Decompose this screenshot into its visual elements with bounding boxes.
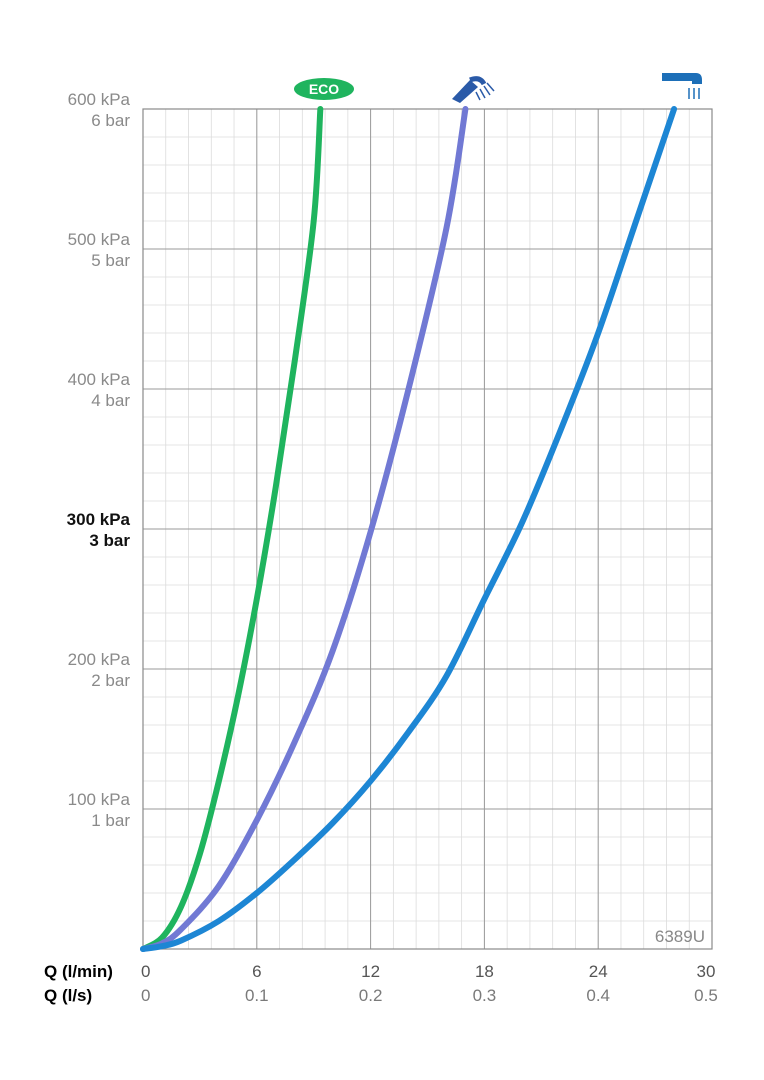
y-tick-label-kpa: 600 kPa [68, 90, 131, 109]
x-tick-label-ls: 0 [141, 986, 150, 1005]
x-tick-label-lmin: 24 [589, 962, 608, 981]
y-tick-label-kpa: 400 kPa [68, 370, 131, 389]
y-tick-label-bar: 5 bar [91, 251, 130, 270]
model-code: 6389U [655, 927, 705, 946]
y-tick-label-kpa: 500 kPa [68, 230, 131, 249]
y-tick-label-bar: 3 bar [89, 531, 130, 550]
x-tick-label-ls: 0.1 [245, 986, 269, 1005]
x-axis-label-secondary: Q (l/s) [44, 986, 92, 1005]
series-line-hand-shower [140, 106, 469, 952]
y-tick-labels: 100 kPa 1 bar 200 kPa 2 bar 300 kPa 3 bar 400 … [67, 90, 131, 830]
x-tick-labels: 0 0 6 0.1 12 0.2 18 0.3 24 0.4 30 0.5 [141, 962, 718, 1005]
y-tick-label-kpa: 300 kPa [67, 510, 131, 529]
axes [142, 108, 713, 950]
series-line-eco [140, 106, 324, 952]
y-tick-label-bar: 1 bar [91, 811, 130, 830]
x-axis-label-primary: Q (l/min) [44, 962, 113, 981]
x-tick-label-lmin: 30 [697, 962, 716, 981]
y-tick-label-kpa: 200 kPa [68, 650, 131, 669]
x-tick-label-ls: 0.4 [586, 986, 610, 1005]
x-tick-label-lmin: 0 [141, 962, 150, 981]
y-tick-label-bar: 6 bar [91, 111, 130, 130]
y-tick-label-bar: 2 bar [91, 671, 130, 690]
y-tick-label-kpa: 100 kPa [68, 790, 131, 809]
series-layer [140, 106, 678, 952]
overhead-shower-icon [662, 73, 702, 99]
x-tick-label-lmin: 18 [475, 962, 494, 981]
eco-badge: ECO [294, 78, 354, 100]
x-tick-label-lmin: 6 [252, 962, 261, 981]
major-grid [142, 108, 713, 949]
hand-shower-icon [452, 76, 495, 103]
x-tick-label-ls: 0.2 [359, 986, 383, 1005]
series-line-overhead-shower [140, 106, 678, 952]
eco-label: ECO [309, 81, 339, 97]
plot-frame [142, 108, 713, 950]
x-tick-label-ls: 0.3 [473, 986, 497, 1005]
x-tick-label-lmin: 12 [361, 962, 380, 981]
y-tick-label-bar: 4 bar [91, 391, 130, 410]
x-tick-label-ls: 0.5 [694, 986, 718, 1005]
